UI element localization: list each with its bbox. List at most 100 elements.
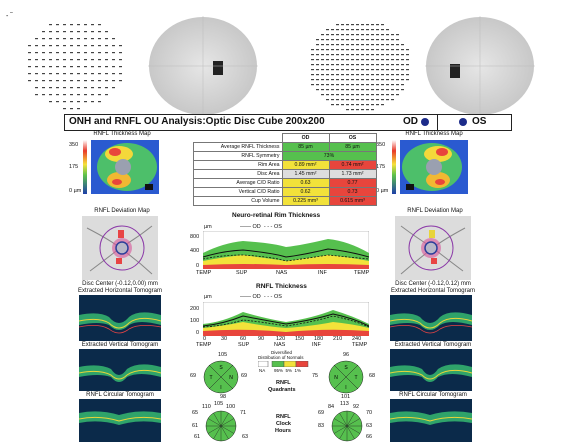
- os-quad-letter: N: [334, 375, 338, 381]
- field-dot: [391, 64, 394, 66]
- field-dot: [105, 87, 108, 89]
- field-dot: [98, 59, 101, 61]
- od-deviation-map-title: RNFL Deviation Map: [94, 208, 150, 214]
- rnfl-chart-plot: [203, 302, 369, 336]
- field-dot: [112, 87, 115, 89]
- field-dot: [321, 59, 324, 61]
- rnfl-legend-od: OD: [252, 294, 261, 300]
- field-dot: [84, 52, 87, 54]
- field-dot: [42, 80, 45, 82]
- field-dot: [351, 74, 354, 76]
- field-dot: [331, 99, 334, 101]
- field-dot: [98, 52, 101, 54]
- field-dot: [361, 39, 364, 41]
- od-clock-value: 105: [214, 401, 224, 407]
- cell-od: 1.45 mm²: [281, 169, 330, 179]
- field-dot: [356, 84, 359, 86]
- field-dot: [77, 101, 80, 103]
- field-dot: [105, 31, 108, 33]
- os-quad-letter: I: [345, 385, 346, 391]
- od-disc-center: Disc Center (-0.12,0.00) mm: [82, 281, 158, 287]
- field-dot: [326, 79, 329, 81]
- field-dot: [326, 54, 329, 56]
- field-dot: [63, 80, 66, 82]
- od-clock-value: 100: [226, 404, 236, 410]
- distribution-title-2: Distribution of Normals: [258, 355, 304, 360]
- field-dot: [381, 79, 384, 81]
- field-dot: [42, 38, 45, 40]
- od-quad-left: 69: [190, 373, 197, 379]
- field-dot: [341, 79, 344, 81]
- field-dot: [356, 34, 359, 36]
- field-dot: [346, 74, 349, 76]
- field-dot: [376, 74, 379, 76]
- field-dot: [351, 69, 354, 71]
- field-dot: [35, 66, 38, 68]
- os-quad-letter: S: [344, 365, 348, 371]
- field-dot: [331, 49, 334, 51]
- row-label: Cup Volume: [193, 196, 283, 206]
- clock-title-1: RNFL: [276, 414, 291, 420]
- field-dot: [386, 44, 389, 46]
- field-dot: [77, 38, 80, 40]
- field-dot: [63, 59, 66, 61]
- field-dot: [63, 108, 66, 110]
- field-dot: [361, 29, 364, 31]
- field-dot: [341, 44, 344, 46]
- field-dot: [351, 59, 354, 61]
- field-dot: [386, 99, 389, 101]
- field-dot: [396, 49, 399, 51]
- os-clock-value: 113: [340, 401, 349, 407]
- field-dot: [406, 74, 409, 76]
- field-dot: [35, 94, 38, 96]
- field-dot: [401, 54, 404, 56]
- field-dot: [326, 29, 329, 31]
- field-dot: [376, 64, 379, 66]
- field-dot: [316, 44, 319, 46]
- field-dot: [28, 80, 31, 82]
- field-dot: [361, 34, 364, 36]
- os-quad-left: 75: [312, 373, 319, 379]
- field-dot: [98, 80, 101, 82]
- field-dot: [351, 64, 354, 66]
- field-dot: [56, 52, 59, 54]
- field-dot: [56, 80, 59, 82]
- field-dot: [366, 29, 369, 31]
- field-dot: [376, 94, 379, 96]
- rnfl-x-label: SUP: [238, 342, 250, 348]
- field-dot: [311, 74, 314, 76]
- field-dot: [356, 94, 359, 96]
- field-dot: [311, 69, 314, 71]
- field-dot: [91, 45, 94, 47]
- field-dot: [105, 80, 108, 82]
- od-clock-value: 63: [242, 434, 249, 440]
- field-dot: [56, 94, 59, 96]
- field-dot: [331, 69, 334, 71]
- od-dot-icon: [421, 118, 429, 126]
- field-dot: [105, 45, 108, 47]
- rnfl-legend-od-line: ——: [240, 294, 251, 300]
- os-quad-right: 68: [369, 373, 376, 379]
- field-dot: [326, 94, 329, 96]
- field-dot: [91, 80, 94, 82]
- field-dot: [381, 29, 384, 31]
- field-dot: [366, 39, 369, 41]
- field-dot: [341, 94, 344, 96]
- field-dot: [56, 87, 59, 89]
- field-dot: [70, 80, 73, 82]
- field-dot: [331, 79, 334, 81]
- field-dot: [331, 74, 334, 76]
- field-dot: [119, 52, 122, 54]
- field-dot: [391, 59, 394, 61]
- od-thickness-map: [83, 140, 159, 194]
- field-dot: [366, 64, 369, 66]
- row-label: Disc Area: [193, 169, 283, 179]
- od-quad-right: 69: [241, 373, 248, 379]
- field-dot: [77, 108, 80, 110]
- field-dot: [366, 49, 369, 51]
- field-dot: [341, 24, 344, 26]
- field-dot: [341, 64, 344, 66]
- field-dot: [341, 89, 344, 91]
- field-dot: [391, 79, 394, 81]
- field-dot: [371, 49, 374, 51]
